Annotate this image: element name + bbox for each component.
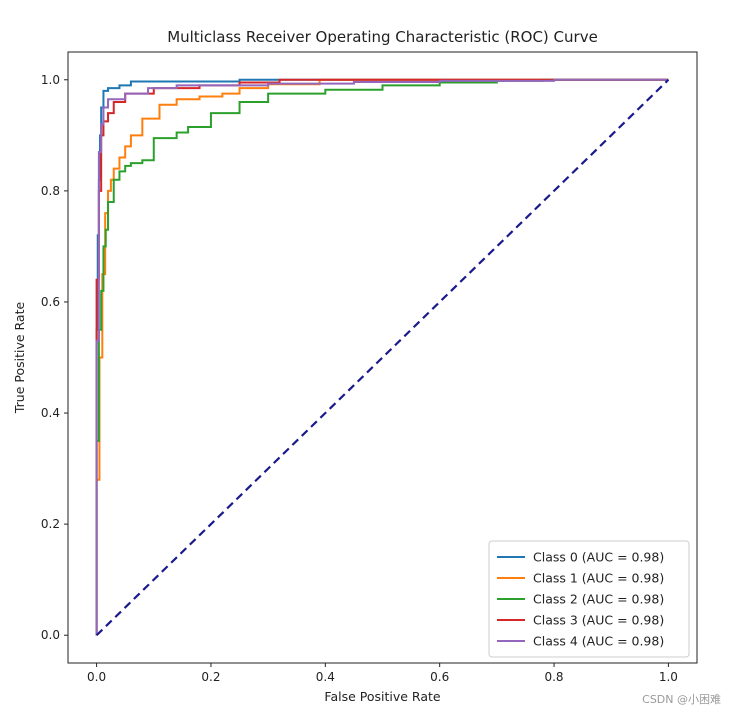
x-tick-label: 0.6 [430,670,449,684]
roc-series-line-class-4 [95,78,669,636]
x-tick-label: 0.4 [316,670,335,684]
y-tick-label: 0.8 [41,184,60,198]
x-tick-label: 0.0 [87,670,106,684]
legend-entry-label: Class 2 (AUC = 0.98) [533,592,664,607]
plot-area [95,78,670,637]
x-tick-label: 1.0 [659,670,678,684]
y-tick-label: 1.0 [41,73,60,87]
watermark: CSDN @小困难 [642,693,721,706]
legend-entry-label: Class 0 (AUC = 0.98) [533,550,664,565]
y-tick-label: 0.2 [41,517,60,531]
legend-entry-label: Class 3 (AUC = 0.98) [533,613,664,628]
y-axis-label: True Positive Rate [12,302,27,415]
y-tick-label: 0.0 [41,628,60,642]
x-tick-label: 0.8 [544,670,563,684]
x-tick-label: 0.2 [201,670,220,684]
y-tick-label: 0.4 [41,406,60,420]
chance-diagonal-line [95,78,670,637]
chart-title: Multiclass Receiver Operating Characteri… [167,28,598,46]
legend-entry-label: Class 4 (AUC = 0.98) [533,634,664,649]
legend: Class 0 (AUC = 0.98) Class 1 (AUC = 0.98)… [488,540,690,658]
legend-box [488,540,690,658]
roc-series-line-class-1 [95,78,669,636]
plot-frame [67,51,698,664]
y-tick-label: 0.6 [41,295,60,309]
legend-entry-label: Class 1 (AUC = 0.98) [533,571,664,586]
roc-series-line-class-2 [95,78,669,636]
x-axis-label: False Positive Rate [324,689,440,704]
